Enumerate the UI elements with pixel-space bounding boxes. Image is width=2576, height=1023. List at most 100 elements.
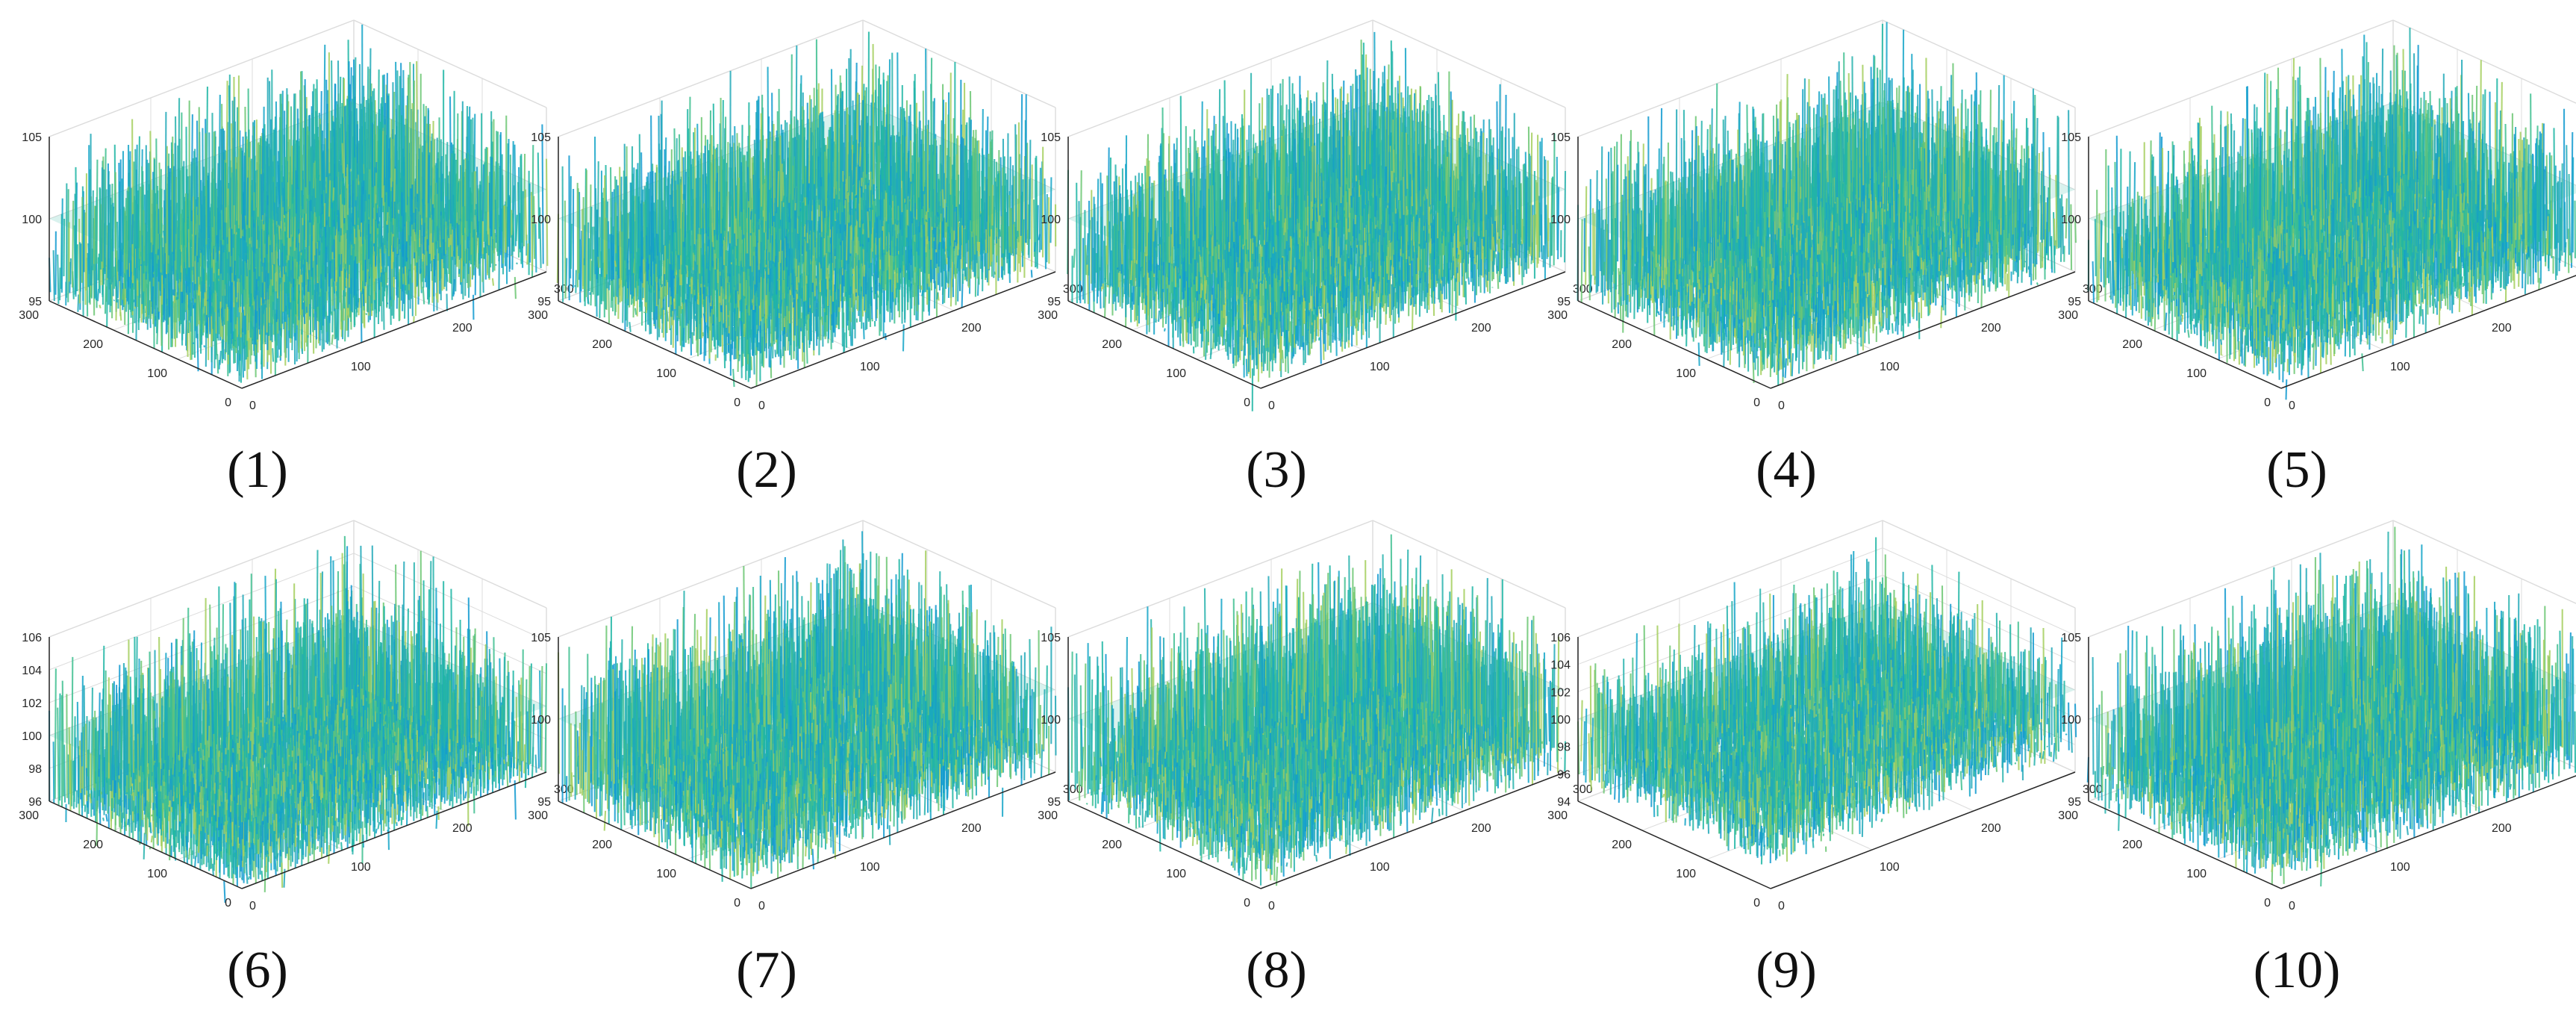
- surface-spike: [71, 200, 75, 287]
- surface-spike: [175, 296, 178, 300]
- surface-spike: [932, 237, 935, 241]
- surface-spike: [583, 225, 586, 266]
- surface-spike: [240, 312, 243, 335]
- x-tick-label: 200: [452, 322, 473, 335]
- surface-spike: [216, 354, 219, 374]
- surface-spike: [561, 166, 564, 302]
- y-tick-label: 0: [225, 397, 231, 409]
- surface-spike: [1116, 267, 1119, 270]
- surface-spike: [422, 286, 425, 305]
- surface-spike: [1172, 293, 1175, 299]
- surface-spike: [821, 317, 824, 326]
- surface-spike: [502, 206, 505, 264]
- surface-spike: [643, 311, 646, 314]
- surface-spike: [478, 233, 481, 264]
- surface-spike: [1161, 310, 1164, 315]
- surface-spike: [702, 332, 705, 337]
- y-tick-label: 300: [19, 309, 39, 322]
- surface-plot-panel: 95 100 105 0 100 200 300 0 100 200 300 (2): [528, 19, 1083, 499]
- surface-spike: [534, 223, 537, 273]
- surface-spike: [779, 349, 782, 358]
- surface-spike: [796, 289, 799, 294]
- surface-spike: [843, 332, 846, 352]
- surface-spike: [349, 305, 352, 318]
- surface-spike: [577, 188, 580, 273]
- x-tick-label: 300: [554, 283, 574, 296]
- surface-spike: [684, 299, 687, 326]
- surface-spike: [949, 278, 953, 307]
- z-tick-label: 105: [22, 131, 42, 144]
- surface-spike: [570, 223, 573, 270]
- x-tick-label: 200: [961, 322, 982, 335]
- surface-spike: [272, 348, 275, 362]
- surface-spike: [1130, 260, 1133, 281]
- surface-spike: [69, 258, 72, 284]
- surface-spike: [1179, 317, 1182, 346]
- surface-spike: [629, 322, 631, 332]
- y-tick-label: 200: [83, 338, 103, 351]
- surface-spike: [774, 349, 777, 358]
- surface-spike: [990, 226, 993, 262]
- surface-spike: [545, 158, 549, 267]
- surface-spike: [523, 153, 526, 246]
- surface-spike: [446, 269, 449, 282]
- surface-spike: [1135, 285, 1138, 321]
- surface-spike: [210, 305, 213, 317]
- surface-spike: [93, 205, 97, 271]
- surface-plot-panel: 95 100 105 0 100 200 300 0 100 200 300 (1): [19, 19, 574, 499]
- surface-spike: [328, 291, 331, 300]
- surface-spike: [178, 283, 181, 292]
- surface-spike: [192, 342, 195, 345]
- surface-spike: [526, 243, 529, 265]
- panel-caption: (2): [736, 441, 797, 499]
- surface-spike: [404, 266, 407, 285]
- surface-spike: [1237, 299, 1241, 305]
- surface-spike: [1211, 333, 1214, 349]
- surface-spike: [770, 343, 773, 368]
- surface-spike: [202, 314, 205, 324]
- surface-spike: [99, 304, 102, 309]
- surface-spike: [1035, 155, 1038, 269]
- surface-spike: [998, 229, 1002, 237]
- surface-spike: [261, 323, 263, 365]
- surface-spike: [375, 292, 378, 317]
- z-tick-label: 95: [28, 296, 42, 308]
- surface-spike: [1038, 167, 1041, 253]
- surface-spike: [196, 334, 199, 372]
- surface-spike: [634, 308, 637, 315]
- surface-spike: [99, 187, 102, 270]
- surface-spike: [240, 328, 243, 383]
- surface-spike: [1157, 310, 1161, 323]
- surface-spike: [1085, 245, 1088, 276]
- surface-spike: [661, 284, 664, 287]
- surface-spike: [597, 256, 600, 268]
- surface-spike: [1239, 300, 1242, 318]
- surface-spike: [1079, 170, 1082, 281]
- y-tick-label: 100: [147, 367, 167, 380]
- surface-spike: [732, 369, 735, 388]
- z-tick-label: 95: [537, 296, 551, 308]
- y-tick-label: 100: [656, 367, 676, 380]
- surface-spike: [793, 296, 796, 336]
- surface-spike: [676, 277, 679, 294]
- surface-spike: [936, 292, 939, 300]
- x-tick-label: 100: [351, 361, 371, 373]
- surface-spike: [398, 269, 401, 311]
- surface-spike: [103, 169, 106, 272]
- surface-spike: [252, 305, 255, 317]
- surface-spike: [456, 223, 459, 246]
- y-tick-label: 200: [592, 338, 612, 351]
- surface-spike: [635, 252, 638, 281]
- surface-spike: [530, 192, 534, 271]
- surface-spike: [750, 356, 752, 370]
- surface-spike: [365, 312, 368, 316]
- surface-spike: [564, 200, 567, 299]
- surface-spike: [1073, 249, 1076, 268]
- surface-spike: [470, 221, 473, 255]
- grid-line: [49, 19, 355, 137]
- surface-spike: [487, 244, 490, 255]
- surface-spike: [104, 265, 107, 314]
- surface-spike: [116, 257, 119, 281]
